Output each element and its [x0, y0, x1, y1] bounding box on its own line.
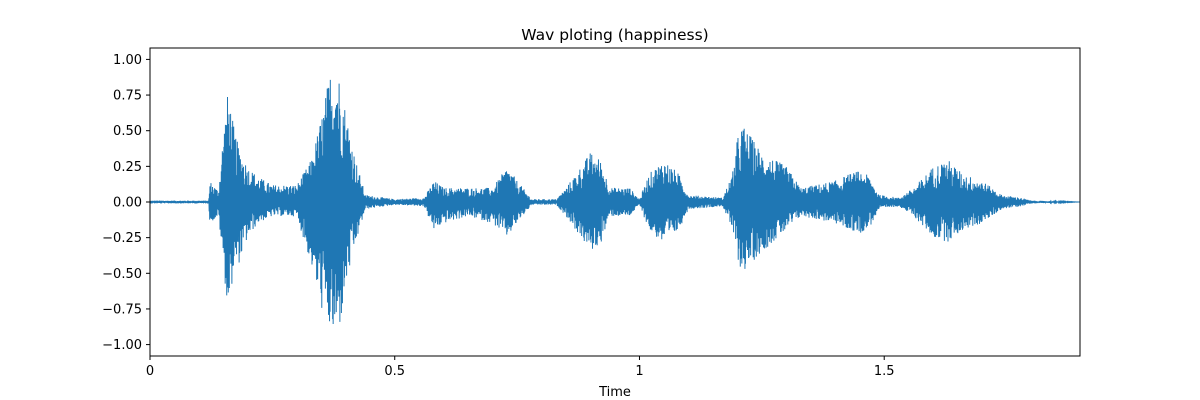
x-axis-label: Time — [598, 385, 631, 400]
y-tick-label: −0.50 — [102, 267, 142, 282]
y-tick-label: 0.50 — [113, 124, 142, 139]
y-tick-label: 0.00 — [113, 196, 142, 211]
x-tick-label: 1 — [635, 364, 643, 379]
chart-title: Wav ploting (happiness) — [521, 26, 708, 44]
y-tick-label: 0.75 — [113, 89, 142, 104]
waveform-line — [149, 79, 1080, 324]
plot-area — [149, 79, 1080, 324]
x-tick-label: 0.5 — [384, 364, 405, 379]
y-tick-label: −0.75 — [102, 302, 142, 317]
x-tick-label: 1.5 — [874, 364, 895, 379]
y-tick-label: 1.00 — [113, 53, 142, 68]
x-tick-label: 0 — [146, 364, 154, 379]
axes: 1.000.750.500.250.00−0.25−0.50−0.75−1.00… — [102, 47, 1081, 379]
y-tick-label: 0.25 — [113, 160, 142, 175]
y-tick-label: −1.00 — [102, 338, 142, 353]
y-tick-label: −0.25 — [102, 231, 142, 246]
